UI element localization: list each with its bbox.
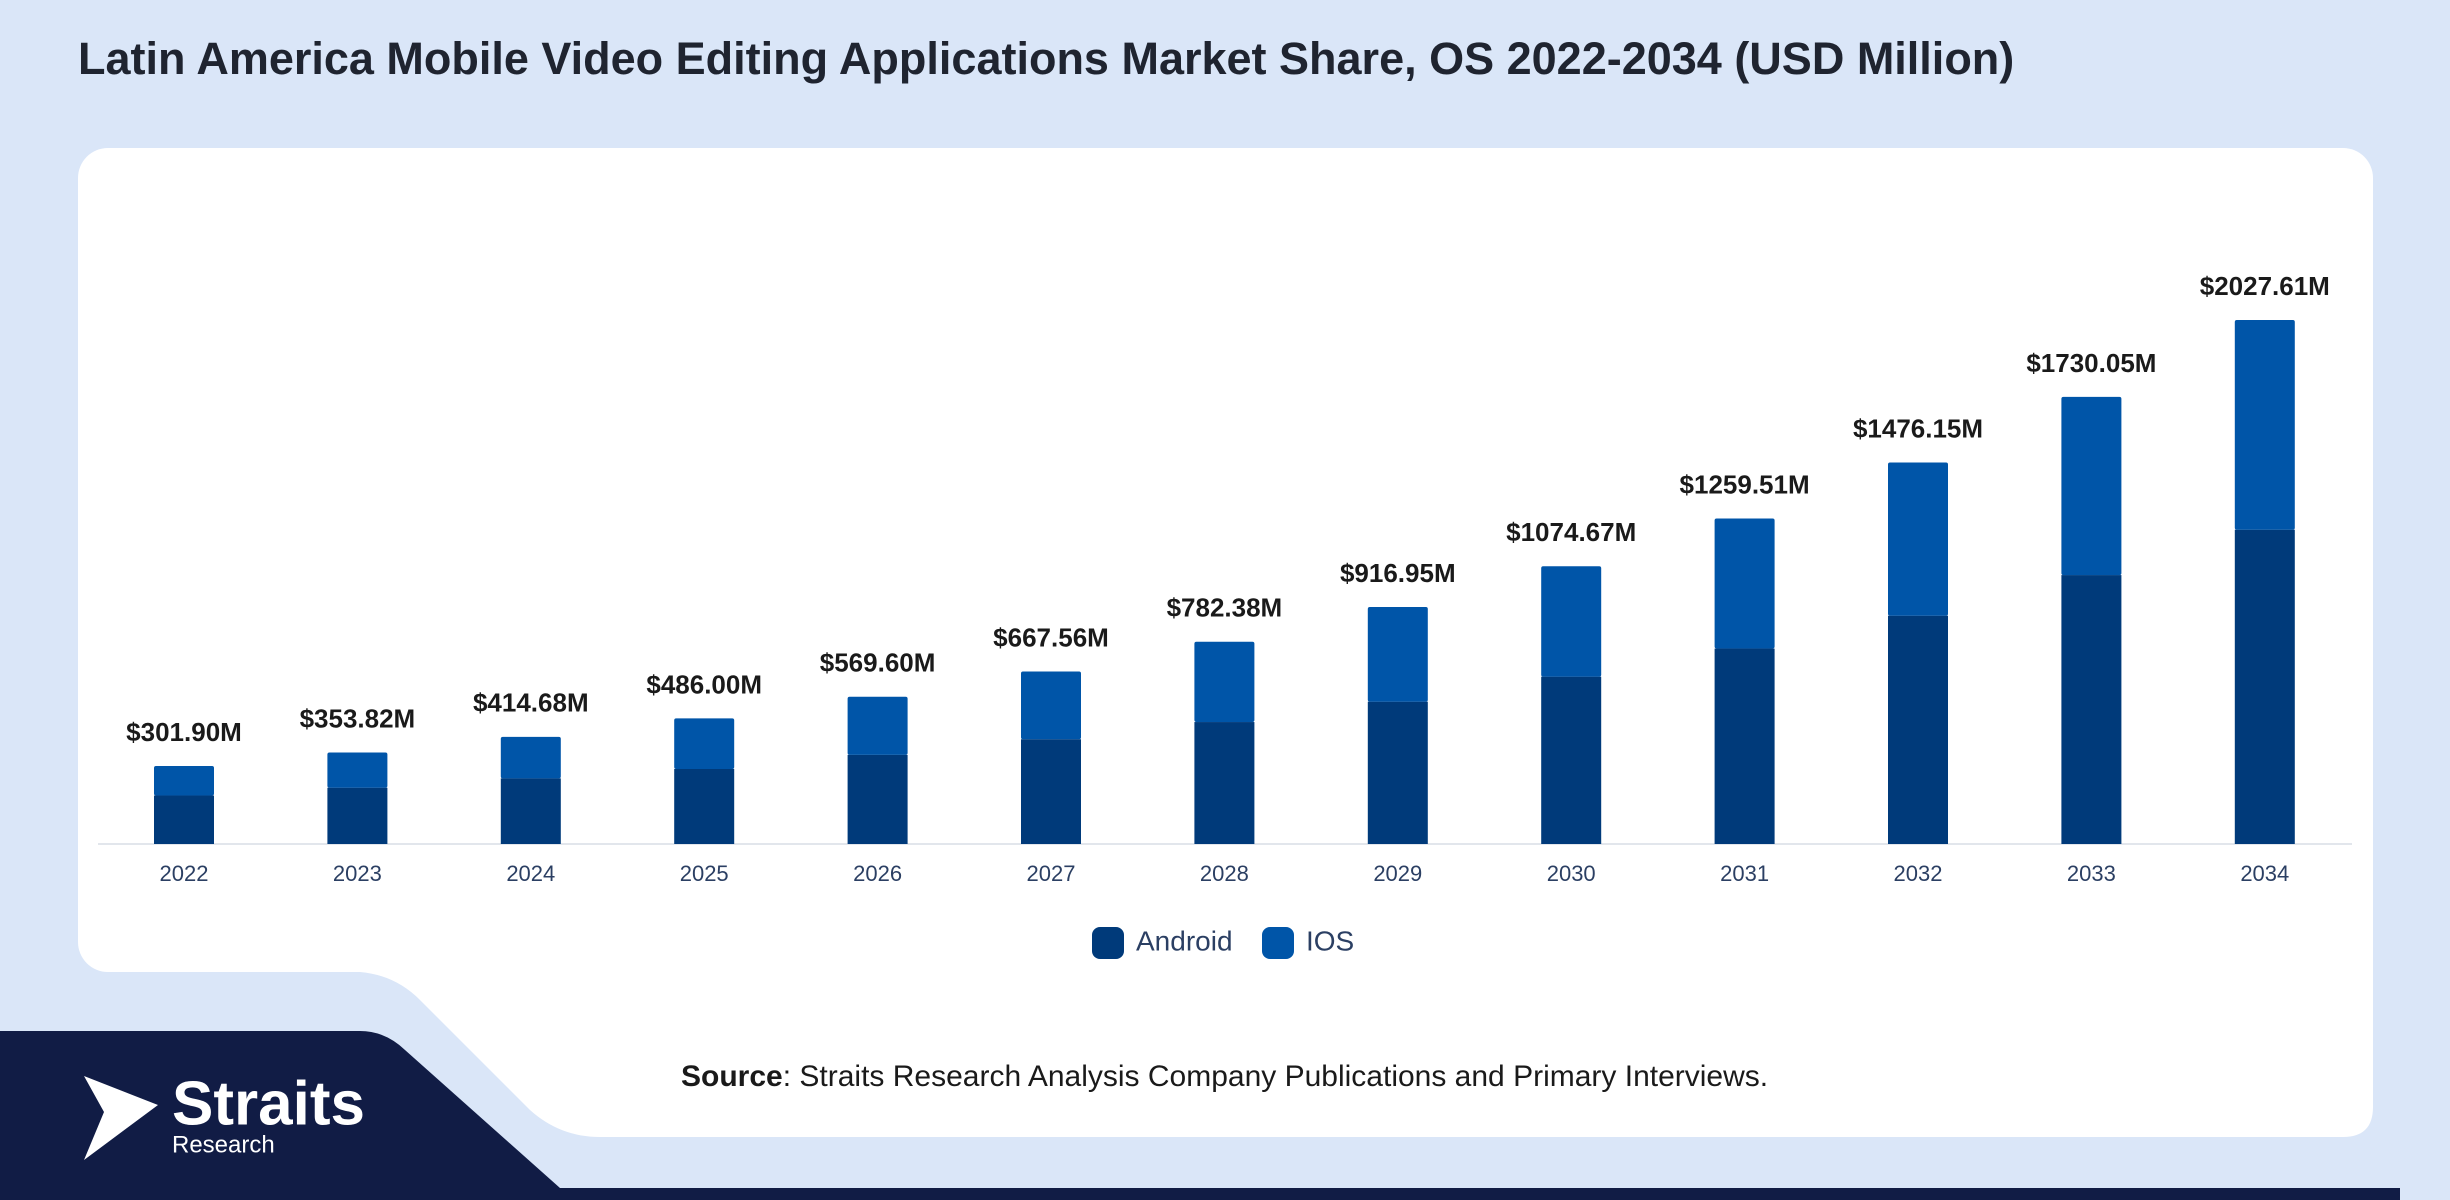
card	[78, 148, 2373, 972]
total-label: $667.56M	[993, 622, 1109, 652]
total-label: $353.82M	[300, 703, 416, 733]
bar-segment	[2061, 575, 2122, 844]
logo-icon	[84, 1076, 158, 1160]
x-tick-label: 2022	[160, 861, 209, 886]
bar-segment	[2234, 320, 2295, 530]
source-label: Source	[681, 1060, 783, 1093]
legend-swatch	[1262, 927, 1294, 959]
bar-segment	[154, 795, 214, 844]
total-label: $1074.67M	[1506, 517, 1636, 547]
x-tick-label: 2032	[1894, 861, 1943, 886]
source: Source: Straits Research Analysis Compan…	[681, 1060, 1768, 1093]
total-label: $782.38M	[1167, 593, 1283, 623]
total-label: $1730.05M	[2026, 348, 2156, 378]
bar-segment	[1021, 671, 1081, 740]
bar-segment	[2061, 396, 2122, 576]
bar-segment	[674, 718, 735, 769]
x-tick-label: 2029	[1373, 861, 1422, 886]
total-label: $1476.15M	[1853, 413, 1983, 443]
x-tick-label: 2026	[853, 861, 902, 886]
bar-segment	[1888, 462, 1948, 616]
bar-segment	[1367, 701, 1428, 844]
bar-segment	[1541, 676, 1602, 844]
total-label: $569.60M	[820, 648, 936, 678]
x-tick-label: 2024	[506, 861, 555, 886]
bar-segment	[1194, 641, 1255, 723]
legend-swatch	[1092, 927, 1124, 959]
x-tick-label: 2030	[1547, 861, 1596, 886]
bar-segment	[1714, 518, 1775, 649]
bar-segment	[500, 736, 561, 779]
chart-title: Latin America Mobile Video Editing Appli…	[78, 33, 2014, 84]
bar-segment	[154, 765, 214, 796]
bar-segment	[847, 754, 908, 844]
bar-segment	[1021, 739, 1081, 844]
bar-segment	[1541, 566, 1602, 677]
bar-segment	[1194, 722, 1255, 844]
total-label: $916.95M	[1340, 558, 1456, 588]
bar-segment	[500, 778, 561, 844]
x-tick-label: 2033	[2067, 861, 2116, 886]
bar-segment	[674, 768, 735, 844]
legend-label: IOS	[1306, 925, 1354, 956]
total-label: $486.00M	[646, 669, 762, 699]
card-lower	[360, 940, 2373, 1137]
bar-segment	[2234, 529, 2295, 844]
x-tick-label: 2023	[333, 861, 382, 886]
x-tick-label: 2025	[680, 861, 729, 886]
bar-segment	[327, 752, 388, 788]
bar-segment	[1367, 607, 1428, 702]
total-label: $414.68M	[473, 688, 589, 718]
source-text: : Straits Research Analysis Company Publ…	[783, 1060, 1768, 1093]
logo-sub: Research	[172, 1131, 275, 1158]
total-label: $301.90M	[126, 717, 242, 747]
footer-band	[0, 1031, 2400, 1200]
x-tick-label: 2027	[1027, 861, 1076, 886]
total-label: $2027.61M	[2200, 271, 2330, 301]
x-tick-label: 2031	[1720, 861, 1769, 886]
bar-segment	[1888, 615, 1948, 844]
total-label: $1259.51M	[1680, 469, 1810, 499]
x-tick-label: 2028	[1200, 861, 1249, 886]
bar-segment	[847, 696, 908, 755]
logo-name: Straits	[172, 1069, 365, 1138]
bar-segment	[1714, 648, 1775, 844]
x-tick-label: 2034	[2240, 861, 2289, 886]
legend-label: Android	[1136, 925, 1233, 956]
bar-segment	[327, 787, 388, 844]
